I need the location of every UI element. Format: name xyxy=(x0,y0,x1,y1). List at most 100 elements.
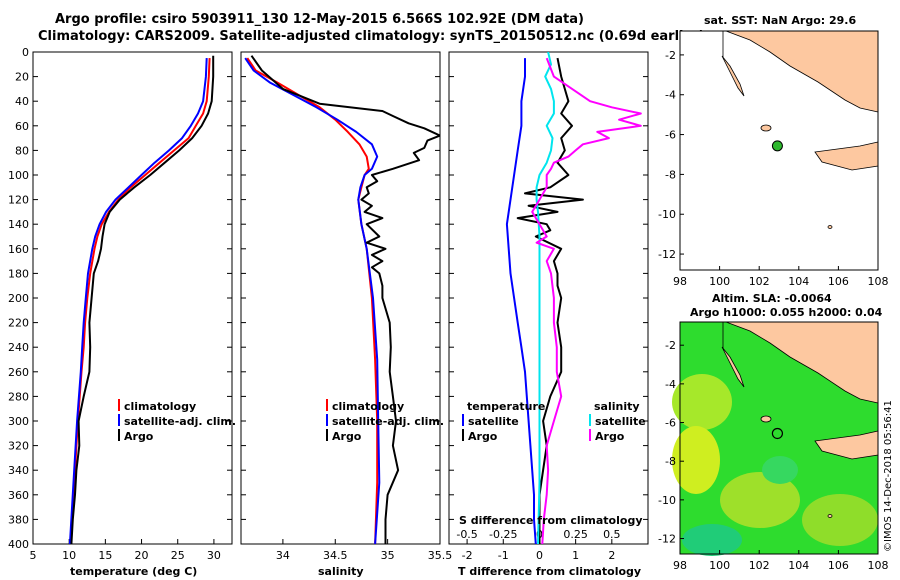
y-tick-label: 300 xyxy=(8,415,29,428)
legend-satellite-adj: satellite-adj. clim. xyxy=(332,415,444,428)
small-island xyxy=(760,124,772,132)
y-tick-label: 360 xyxy=(8,489,29,502)
map-x-tick-label: 98 xyxy=(673,559,687,572)
legend-salinity-title: salinity xyxy=(594,400,640,413)
series-line-temperature-satellite xyxy=(505,58,537,544)
island-chain xyxy=(721,346,745,388)
y-tick-label: 260 xyxy=(8,366,29,379)
map-x-tick-label: 102 xyxy=(749,559,770,572)
sla-patch-low xyxy=(682,524,742,556)
y-tick-label: 120 xyxy=(8,194,29,207)
series-line-salinity-argo xyxy=(531,57,642,544)
sla-patch-low xyxy=(762,456,798,484)
sst-map-frame xyxy=(679,30,879,271)
x-tick-label: 35.5 xyxy=(428,549,453,562)
legend-argo: Argo xyxy=(124,430,154,443)
temperature-xlabel: temperature (deg C) xyxy=(70,565,197,578)
x-tick-label: 10 xyxy=(62,549,76,562)
y-tick-label: 40 xyxy=(15,95,29,108)
map-x-tick-label: 100 xyxy=(709,275,730,288)
small-island xyxy=(760,415,772,423)
y-tick-label: 220 xyxy=(8,317,29,330)
temperature-plot-frame xyxy=(32,51,233,545)
top-x-tick-label: -0.25 xyxy=(489,528,517,541)
series-line-argo xyxy=(70,55,215,544)
x-tick-label: 15 xyxy=(98,549,112,562)
y-tick-label: 340 xyxy=(8,464,29,477)
map-x-tick-label: 106 xyxy=(828,275,849,288)
map-y-tick-label: -2 xyxy=(665,339,676,352)
temperature-legend: climatology satellite-adj. clim. Argo xyxy=(118,399,236,443)
map-y-tick-label: -12 xyxy=(658,533,676,546)
x-tick-label: -2 xyxy=(462,549,473,562)
sla-patch-high xyxy=(802,494,878,546)
y-tick-label: 20 xyxy=(15,71,29,84)
y-tick-label: 400 xyxy=(8,538,29,551)
map-y-tick-label: -6 xyxy=(665,417,676,430)
series-line-argo xyxy=(250,55,440,544)
y-tick-label: 200 xyxy=(8,292,29,305)
map-y-tick-label: -6 xyxy=(665,129,676,142)
x-tick-label: 30 xyxy=(207,549,221,562)
sst-map-title: sat. SST: NaN Argo: 29.6 xyxy=(704,14,856,27)
map-x-tick-label: 108 xyxy=(868,275,889,288)
series-line-satellite-adj-clim- xyxy=(68,58,208,544)
y-tick-label: 0 xyxy=(22,46,29,59)
island-chain xyxy=(721,55,745,97)
y-tick-label: 140 xyxy=(8,218,29,231)
y-tick-label: 320 xyxy=(8,440,29,453)
legend-climatology: climatology xyxy=(332,400,404,413)
legend-climatology: climatology xyxy=(124,400,196,413)
map-y-tick-label: -8 xyxy=(665,455,676,468)
sla-map-frame xyxy=(679,321,879,555)
sla-patch-high xyxy=(720,472,800,528)
x-tick-label: 20 xyxy=(135,549,149,562)
y-tick-label: 60 xyxy=(15,120,29,133)
map-x-tick-label: 98 xyxy=(673,275,687,288)
series-line-salinity-satellite xyxy=(535,52,555,544)
legend-s-argo: Argo xyxy=(595,430,625,443)
map-x-tick-label: 106 xyxy=(828,559,849,572)
top-x-tick-label: -0.5 xyxy=(456,528,477,541)
sla-map-title-line2: Argo h1000: 0.055 h2000: 0.04 xyxy=(690,306,883,319)
legend-t-argo: Argo xyxy=(468,430,498,443)
y-tick-label: 240 xyxy=(8,341,29,354)
x-tick-label: 25 xyxy=(171,549,185,562)
difference-xlabel: T difference from climatology xyxy=(458,565,641,578)
salinity-legend: climatology satellite-adj. clim. Argo xyxy=(326,399,444,443)
map-y-tick-label: -4 xyxy=(665,89,676,102)
x-tick-label: 34.5 xyxy=(323,549,348,562)
series-line-temperature-argo xyxy=(516,57,584,544)
sst-map-land xyxy=(721,30,879,229)
map-y-tick-label: -2 xyxy=(665,49,676,62)
x-tick-label: 2 xyxy=(608,549,615,562)
map-y-tick-label: -10 xyxy=(658,494,676,507)
difference-panel: -2 -1 0 1 2-0.5 -0.25 0 0.25 0.5 S difference fr… xyxy=(448,51,649,578)
argo-location-marker xyxy=(771,140,783,152)
y-tick-label: 80 xyxy=(15,144,29,157)
salinity-panel: 34 34.5 35 35.5 salinity climatology satell… xyxy=(240,51,453,578)
map-x-tick-label: 102 xyxy=(749,275,770,288)
christmas-island xyxy=(827,225,833,229)
x-tick-label: 1 xyxy=(572,549,579,562)
map-y-tick-label: -10 xyxy=(658,208,676,221)
figure-title-line1: Argo profile: csiro 5903911_130 12-May-2… xyxy=(55,12,584,27)
y-tick-label: 180 xyxy=(8,267,29,280)
x-tick-label: 5 xyxy=(30,549,37,562)
x-tick-label: -1 xyxy=(498,549,509,562)
difference-legend: temperature satellite Argo salinity sate… xyxy=(462,400,646,443)
figure-title-line2: Climatology: CARS2009. Satellite-adjuste… xyxy=(38,29,705,44)
christmas-island xyxy=(827,514,833,518)
y-tick-label: 100 xyxy=(8,169,29,182)
argo-location-marker xyxy=(771,427,784,440)
legend-argo: Argo xyxy=(332,430,362,443)
legend-satellite-adj: satellite-adj. clim. xyxy=(124,415,236,428)
x-tick-label: 34 xyxy=(276,549,290,562)
sla-patch-high xyxy=(672,374,732,430)
x-tick-label: 35 xyxy=(381,549,395,562)
legend-t-satellite: satellite xyxy=(468,415,519,428)
temperature-panel: 5 10 15 20 25 3002040608010012014016018020022… xyxy=(8,46,236,578)
top-x-tick-label: 0.25 xyxy=(563,528,588,541)
map-x-tick-label: 104 xyxy=(788,559,809,572)
